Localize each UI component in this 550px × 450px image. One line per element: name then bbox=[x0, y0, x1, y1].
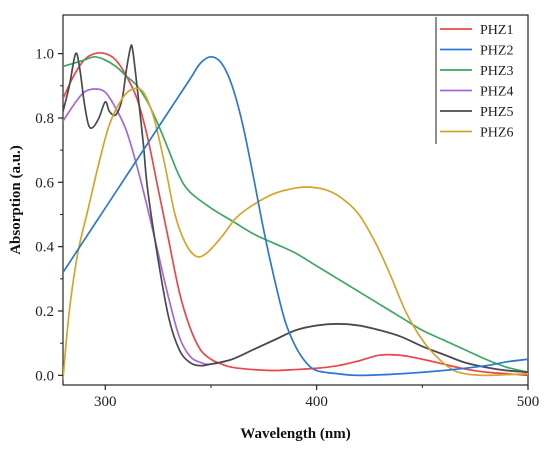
legend-label: PHZ1 bbox=[480, 23, 513, 38]
y-tick-label: 0.6 bbox=[35, 175, 54, 191]
y-axis-label: Absorption (a.u.) bbox=[8, 145, 24, 255]
x-tick-label: 300 bbox=[94, 394, 117, 410]
y-tick-label: 0.4 bbox=[35, 240, 54, 256]
x-axis-label: Wavelength (nm) bbox=[240, 426, 350, 442]
ticks-layer: 300 400 500 0.0 0.2 0.4 0.6 0.8 1.0 bbox=[35, 47, 539, 410]
series-line-phz3 bbox=[63, 55, 528, 373]
series-line-phz6 bbox=[63, 87, 528, 380]
y-tick-label: 0.8 bbox=[35, 111, 54, 127]
legend-label: PHZ4 bbox=[480, 85, 513, 100]
x-tick-label: 500 bbox=[517, 394, 540, 410]
plot-area bbox=[62, 14, 529, 386]
y-tick-label: 0.0 bbox=[35, 368, 54, 384]
legend: PHZ1 PHZ2 PHZ3 PHZ4 PHZ5 PHZ6 bbox=[435, 17, 513, 144]
series-line-phz2 bbox=[63, 55, 528, 377]
series-layer bbox=[63, 44, 528, 380]
y-tick-label: 1.0 bbox=[35, 47, 54, 63]
legend-label: PHZ5 bbox=[480, 105, 513, 120]
legend-label: PHZ6 bbox=[480, 126, 513, 141]
legend-label: PHZ2 bbox=[480, 44, 513, 59]
series-line-phz5 bbox=[63, 44, 528, 373]
series-line-phz1 bbox=[63, 51, 528, 377]
y-tick-label: 0.2 bbox=[35, 304, 54, 320]
x-tick-label: 400 bbox=[305, 394, 328, 410]
legend-label: PHZ3 bbox=[480, 64, 513, 79]
